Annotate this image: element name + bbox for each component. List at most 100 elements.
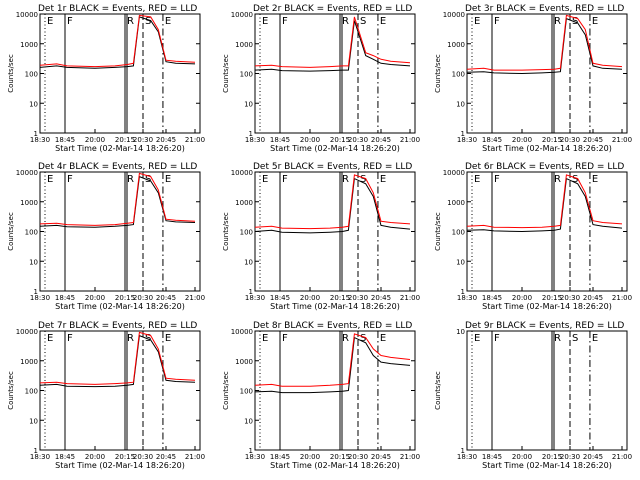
x-tick-label: 20:30 [133, 294, 153, 302]
y-tick-label: 1 [249, 447, 253, 455]
marker-label: E [474, 174, 480, 185]
x-axis-label: Start Time (02-Mar-14 18:26:20) [482, 144, 612, 153]
y-tick-label: 1 [249, 288, 253, 296]
y-tick-label: 1000 [20, 41, 38, 49]
y-tick-label: 100 [452, 229, 465, 237]
x-tick-label: 18:45 [55, 294, 75, 302]
x-tick-label: 18:45 [482, 294, 502, 302]
y-axis-label: Counts/sec [434, 212, 442, 251]
y-tick-label: 10000 [16, 328, 38, 336]
series-events [40, 334, 196, 388]
y-tick-label: 1 [461, 447, 465, 455]
x-tick-label: 20:30 [560, 294, 580, 302]
y-tick-label: 10 [244, 417, 253, 425]
y-tick-label: 10 [456, 328, 465, 336]
x-tick-label: 20:30 [560, 453, 580, 461]
marker-label: F [494, 16, 500, 27]
x-tick-label: 20:45 [156, 136, 176, 144]
panel-title: Det 1r BLACK = Events, RED = LLD [38, 4, 197, 14]
x-tick-label: 21:00 [185, 294, 205, 302]
y-tick-label: 1 [461, 288, 465, 296]
y-tick-label: 10 [29, 417, 38, 425]
series-events [255, 20, 411, 72]
series-lld [255, 174, 411, 230]
x-axis-label: Start Time (02-Mar-14 18:26:20) [270, 461, 400, 470]
y-tick-label: 1000 [447, 199, 465, 207]
marker-label: S [572, 333, 578, 344]
x-tick-label: 20:00 [85, 294, 105, 302]
x-axis-label: Start Time (02-Mar-14 18:26:20) [55, 302, 185, 311]
x-axis-label: Start Time (02-Mar-14 18:26:20) [482, 302, 612, 311]
y-tick-label: 10 [29, 100, 38, 108]
x-tick-label: 18:30 [30, 453, 50, 461]
marker-label: F [282, 174, 288, 185]
x-tick-label: 20:45 [583, 136, 603, 144]
marker-label: F [67, 174, 73, 185]
y-tick-label: 100 [240, 71, 253, 79]
y-tick-label: 1 [34, 447, 38, 455]
marker-label: R [127, 333, 134, 344]
y-tick-label: 1000 [20, 358, 38, 366]
marker-label: R [342, 333, 349, 344]
y-tick-label: 1000 [235, 358, 253, 366]
y-tick-label: 100 [25, 71, 38, 79]
marker-label: E [592, 174, 598, 185]
plot-frame [466, 171, 628, 292]
y-tick-label: 10 [244, 100, 253, 108]
y-axis-label: Counts/sec [7, 54, 15, 93]
plot-frame [39, 330, 201, 451]
x-tick-label: 20:15 [330, 453, 350, 461]
y-tick-label: 10000 [443, 169, 465, 177]
x-tick-label: 20:00 [512, 294, 532, 302]
y-tick-label: 10000 [231, 169, 253, 177]
marker-label: R [127, 174, 134, 185]
x-tick-label: 20:15 [115, 453, 135, 461]
x-axis-label: Start Time (02-Mar-14 18:26:20) [270, 144, 400, 153]
x-tick-label: 18:45 [270, 294, 290, 302]
plot-frame [39, 13, 201, 134]
x-tick-label: 20:30 [348, 453, 368, 461]
x-tick-label: 18:30 [457, 294, 477, 302]
series-events [255, 177, 411, 234]
x-axis-label: Start Time (02-Mar-14 18:26:20) [482, 461, 612, 470]
y-axis-label: Counts/sec [222, 212, 230, 251]
x-tick-label: 20:30 [133, 136, 153, 144]
y-axis-label: Counts/sec [434, 371, 442, 410]
marker-label: E [380, 174, 386, 185]
marker-label: F [67, 16, 73, 27]
panel-title: Det 4r BLACK = Events, RED = LLD [38, 162, 197, 172]
series-lld [255, 16, 411, 68]
marker-label: E [380, 333, 386, 344]
plot-frame [254, 330, 416, 451]
y-tick-label: 10 [29, 258, 38, 266]
panel-title: Det 5r BLACK = Events, RED = LLD [253, 162, 412, 172]
series-lld [467, 14, 623, 71]
y-axis-label: Counts/sec [222, 371, 230, 410]
panel-title: Det 6r BLACK = Events, RED = LLD [465, 162, 624, 172]
x-tick-label: 20:00 [85, 136, 105, 144]
x-tick-label: 21:00 [185, 136, 205, 144]
marker-label: S [360, 333, 366, 344]
marker-label: E [47, 174, 53, 185]
x-tick-label: 20:45 [371, 136, 391, 144]
x-tick-label: 20:45 [371, 453, 391, 461]
panel-title: Det 8r BLACK = Events, RED = LLD [253, 321, 412, 331]
marker-label: E [165, 174, 171, 185]
y-tick-label: 100 [240, 388, 253, 396]
x-tick-label: 18:45 [270, 453, 290, 461]
y-tick-label: 1 [34, 130, 38, 138]
marker-label: S [360, 174, 366, 185]
plot-frame [466, 330, 628, 451]
x-tick-label: 21:00 [612, 453, 632, 461]
y-tick-label: 100 [240, 229, 253, 237]
x-tick-label: 20:00 [512, 136, 532, 144]
y-tick-label: 10000 [16, 11, 38, 19]
x-tick-label: 20:15 [542, 136, 562, 144]
marker-label: E [47, 333, 53, 344]
x-tick-label: 18:30 [245, 136, 265, 144]
x-tick-label: 18:45 [482, 136, 502, 144]
x-tick-label: 18:45 [270, 136, 290, 144]
x-tick-label: 20:00 [85, 453, 105, 461]
